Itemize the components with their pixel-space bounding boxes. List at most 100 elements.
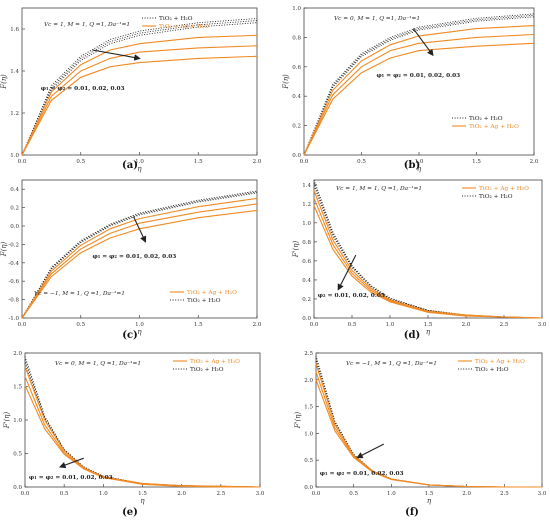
series-line — [24, 356, 261, 488]
legend-label: TiO₂ + Ag + H₂O — [469, 124, 519, 130]
plot-frame — [315, 352, 543, 488]
legend: TiO₂ + Ag + H₂O TiO₂ + H₂O — [173, 359, 240, 373]
chart-panel-6: 0.0 0.5 1.0 1.5 2.0 2.5 3.0 0.0 0.5 1.0 1.5 2.0 2.5 η… — [294, 351, 547, 518]
series-line — [24, 366, 261, 488]
x-tick-label: 2.5 — [500, 322, 509, 328]
x-tick-label: 1.0 — [135, 159, 144, 165]
chart-panel-1: 0.0 0.5 1.0 1.5 2.0 1.0 1.2 1.4 1.6 η F(η) Vc = 1, … — [0, 7, 262, 173]
annotation-arrow — [59, 457, 84, 469]
y-tick-label: 1.0 — [10, 153, 19, 159]
x-tick-label: 0.5 — [60, 491, 69, 497]
series-line — [313, 205, 543, 319]
legend-label: TiO₂ + Ag + H₂O — [479, 186, 529, 192]
series-line — [303, 33, 535, 156]
y-tick-label: 1.0 — [302, 221, 311, 227]
series-line — [303, 42, 535, 156]
y-tick-label: 2.0 — [13, 351, 22, 357]
y-tick-label: -0.6 — [8, 279, 19, 285]
panel-label: (a) — [122, 160, 138, 171]
panel-label: (f) — [405, 507, 419, 518]
chart-panel-4: 0.0 0.5 1.0 1.5 2.0 2.5 3.0 0.0 0.2 0.4 0.6 0.8 1.0 1… — [292, 179, 547, 341]
x-tick-label: 1.0 — [387, 491, 396, 497]
y-tick-label: 1.6 — [10, 27, 19, 33]
x-tick-label: 1.5 — [138, 491, 147, 497]
y-tick-label: 0.0 — [10, 224, 19, 230]
x-tick-label: 1.0 — [386, 322, 395, 328]
series-line — [303, 25, 535, 156]
legend-label: TiO₂ + Ag + H₂O — [190, 359, 240, 365]
series-line — [24, 384, 260, 488]
y-axis-label: F'(η) — [3, 412, 11, 430]
y-tick-label: -0.8 — [8, 298, 19, 304]
params-label: Vc = −1, M = 1, Q =1, Da⁻¹=1 — [34, 290, 125, 297]
series-line — [315, 379, 542, 488]
y-tick-label: 0.8 — [302, 240, 311, 246]
x-tick-label: 3.0 — [538, 491, 547, 497]
x-tick-label: 1.5 — [194, 322, 203, 328]
annotation-arrow — [337, 254, 357, 291]
x-tick-label: 3.0 — [256, 491, 265, 497]
annotation-arrow — [92, 49, 141, 61]
series-line — [21, 203, 258, 319]
series-line — [21, 197, 258, 319]
series-line — [315, 358, 542, 488]
x-tick-label: 1.5 — [424, 322, 433, 328]
plot-frame — [303, 7, 535, 156]
x-tick-label: 2.5 — [216, 491, 225, 497]
x-tick-label: 1.0 — [135, 322, 144, 328]
series-line — [24, 362, 261, 488]
annotation-label: φ₂ = 0.01, 0.02, 0.03 — [318, 293, 385, 299]
y-tick-label: 0.4 — [292, 94, 301, 100]
x-tick-label: 0.0 — [18, 322, 27, 328]
series-line — [21, 192, 258, 319]
x-tick-label: 0.0 — [18, 159, 27, 165]
y-tick-label: 0.0 — [304, 485, 313, 491]
x-tick-label: 2.0 — [530, 159, 539, 165]
legend-label: TiO₂ + H₂O — [479, 194, 513, 200]
legend-label: TiO₂ + Ag + H₂O — [187, 290, 237, 296]
x-tick-label: 0.0 — [21, 491, 30, 497]
legend: TiO₂ + Ag + H₂O TiO₂ + H₂O — [462, 186, 529, 200]
y-tick-label: 1.0 — [13, 418, 22, 424]
x-axis-label: η — [140, 497, 145, 505]
x-axis-label: η — [426, 328, 431, 336]
series-line — [21, 22, 258, 156]
legend: TiO₂ + H₂O TiO₂ + Ag + H₂O — [452, 116, 519, 130]
x-tick-label: 2.5 — [500, 491, 509, 497]
panel-label: (c) — [122, 330, 138, 341]
x-tick-label: 0.0 — [310, 322, 319, 328]
x-tick-label: 1.5 — [194, 159, 203, 165]
x-axis-label: η — [417, 165, 422, 173]
legend-label: TiO₂ + H₂O — [159, 16, 193, 22]
y-tick-label: -1.0 — [8, 316, 19, 322]
legend-label: TiO₂ + H₂O — [187, 298, 221, 304]
x-tick-label: 1.0 — [415, 159, 424, 165]
params-label: Vc = 0, M = 1, Q =1, Da⁻¹=1 — [55, 360, 141, 367]
chart-panel-3: 0.0 0.5 1.0 1.5 2.0 -1.0 -0.8 -0.6 -0.4 -0.2 0.0 0.… — [0, 179, 262, 341]
y-tick-label: 1.2 — [302, 202, 311, 208]
series-line — [21, 55, 258, 156]
x-axis-label: η — [427, 497, 432, 505]
panel-label: (b) — [404, 160, 420, 171]
series-line — [303, 13, 535, 156]
series-line — [303, 16, 535, 156]
panel-label: (e) — [122, 507, 138, 518]
x-tick-label: 2.0 — [177, 491, 186, 497]
x-tick-label: 0.5 — [348, 322, 357, 328]
y-tick-label: 0.4 — [10, 187, 19, 193]
y-tick-label: -0.4 — [8, 261, 19, 267]
x-tick-label: 2.0 — [253, 159, 262, 165]
y-axis-label: F'(η) — [292, 241, 300, 259]
y-tick-label: 1.4 — [10, 69, 19, 75]
annotation-arrow — [412, 28, 434, 57]
y-tick-label: 0.0 — [13, 485, 22, 491]
series-line — [21, 209, 258, 319]
annotation-label: φ₁ = φ₂ = 0.01, 0.02, 0.03 — [29, 475, 113, 481]
x-axis-label: η — [137, 328, 142, 336]
y-tick-label: 1.2 — [10, 111, 19, 117]
plot-frame — [21, 7, 258, 156]
series-line — [313, 197, 543, 319]
x-tick-label: 1.5 — [425, 491, 434, 497]
series-line — [21, 45, 258, 156]
